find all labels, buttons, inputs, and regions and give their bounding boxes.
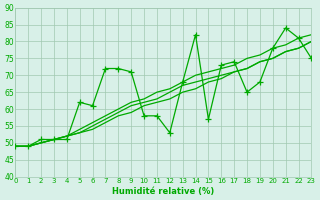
X-axis label: Humidité relative (%): Humidité relative (%) bbox=[112, 187, 214, 196]
